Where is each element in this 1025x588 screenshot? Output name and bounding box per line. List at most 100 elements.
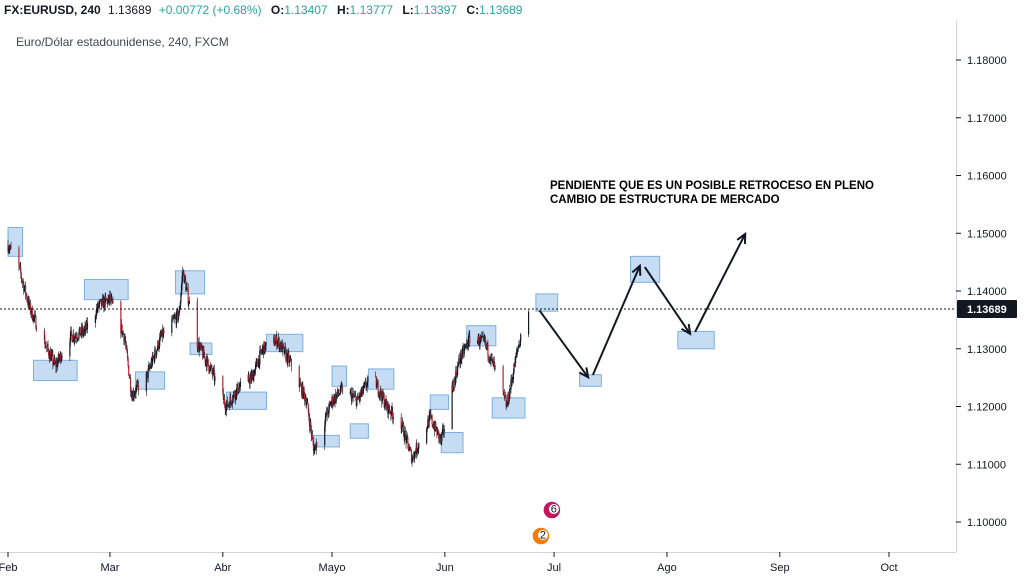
candle-body xyxy=(94,315,96,323)
symbol-label[interactable]: FX:EURUSD, 240 xyxy=(4,3,101,17)
highlight-zone[interactable] xyxy=(7,226,24,257)
highlight-zone[interactable] xyxy=(313,434,340,448)
candle-body xyxy=(339,385,342,394)
candle-body xyxy=(196,301,198,348)
candle-body xyxy=(331,396,333,403)
candle-body xyxy=(481,336,483,338)
candle-body xyxy=(257,358,260,367)
candle-body xyxy=(107,298,109,305)
highlight-zone[interactable] xyxy=(349,423,369,439)
candle-body xyxy=(136,385,138,388)
candle-body xyxy=(24,285,26,289)
candle-body xyxy=(252,372,254,381)
candle-body xyxy=(127,358,129,366)
highlight-zone[interactable] xyxy=(429,394,449,410)
candle-body xyxy=(45,346,47,348)
candle-body xyxy=(207,357,209,360)
candle-body xyxy=(431,416,433,425)
highlight-zone[interactable] xyxy=(331,365,348,387)
candle-body xyxy=(131,395,133,397)
candle-body xyxy=(251,374,253,381)
highlight-zone[interactable] xyxy=(83,278,129,301)
highlight-zone[interactable] xyxy=(579,374,602,387)
candle-body xyxy=(328,403,331,405)
candle-body xyxy=(154,349,157,355)
candle-body xyxy=(173,318,175,320)
candle-body xyxy=(262,345,264,350)
candle-body xyxy=(125,345,127,346)
candle-body xyxy=(356,399,358,406)
candle-body xyxy=(381,390,383,402)
candle-body xyxy=(310,421,312,429)
candle-body xyxy=(458,358,460,364)
candle-body xyxy=(24,285,27,295)
candle-body xyxy=(197,347,199,350)
candle-body xyxy=(259,349,262,351)
candle-body xyxy=(45,347,47,348)
candle-body xyxy=(302,387,305,398)
candle-body xyxy=(350,391,352,393)
candle-body xyxy=(358,397,360,400)
candle-body xyxy=(415,443,417,455)
candle-body xyxy=(282,343,284,346)
candle-body xyxy=(477,336,479,341)
highlight-zone[interactable] xyxy=(32,359,78,382)
event-markers: 62 xyxy=(531,500,562,546)
high-key: H: xyxy=(336,3,350,17)
candle-body xyxy=(31,307,33,314)
candle-body xyxy=(504,395,506,397)
candle-body xyxy=(134,393,136,396)
candle-body xyxy=(8,249,10,251)
time-axis[interactable]: Feb Mar Abr Mayo Jun Jul Ago Sep Oct xyxy=(0,552,898,574)
highlight-zone[interactable] xyxy=(174,270,206,295)
highlight-zone[interactable] xyxy=(677,330,715,350)
candle-body xyxy=(417,448,419,451)
candle-body xyxy=(54,358,56,364)
candle-body xyxy=(454,379,456,384)
candle-body xyxy=(257,364,259,367)
candle-body xyxy=(183,271,185,283)
candle-body xyxy=(290,359,292,361)
candle-body xyxy=(410,449,412,451)
candle-body xyxy=(227,404,229,407)
candle-body xyxy=(282,345,285,347)
highlight-zone[interactable] xyxy=(225,391,267,410)
candle-body xyxy=(277,340,279,344)
candle-body xyxy=(153,356,155,361)
candle-body xyxy=(283,346,285,354)
candle-body xyxy=(485,343,487,345)
candle-body xyxy=(95,315,97,317)
candle-body xyxy=(453,379,456,380)
candle-body xyxy=(182,271,184,272)
last-price: 1.13689 xyxy=(108,3,152,17)
candle-body xyxy=(82,328,84,334)
candle-body xyxy=(452,384,454,391)
candle-body xyxy=(211,366,213,372)
candle-body xyxy=(20,267,22,274)
price-chart[interactable]: Euro/Dólar estadounidense, 240, FXCM 62 … xyxy=(0,20,1025,588)
candle-body xyxy=(123,334,125,342)
candle-body xyxy=(274,340,277,345)
highlight-zone[interactable] xyxy=(134,371,166,390)
candle-body xyxy=(186,287,188,288)
candle-body xyxy=(492,359,494,367)
candle-body xyxy=(519,341,521,347)
y-tick-label: 1.12000 xyxy=(967,402,1007,414)
candle-body xyxy=(249,377,251,385)
highlight-zone[interactable] xyxy=(535,293,559,312)
candle-body xyxy=(198,341,200,351)
candle-body xyxy=(514,357,516,368)
candle-body xyxy=(207,359,209,366)
candle-body xyxy=(514,363,516,368)
annotation-line-2: CAMBIO DE ESTRUCTURA DE MERCADO xyxy=(550,194,780,206)
high-value: 1.13777 xyxy=(349,3,394,17)
candle-body xyxy=(236,387,238,397)
candle-body xyxy=(145,373,147,392)
candle-body xyxy=(511,378,513,382)
candle-body xyxy=(350,391,353,402)
price-axis[interactable]: 1.10000 1.11000 1.12000 1.13000 1.14000 1.150… xyxy=(956,55,1007,529)
highlight-zone[interactable] xyxy=(367,368,395,390)
plot-area[interactable] xyxy=(0,20,956,552)
candle-body xyxy=(112,301,114,304)
candle-body xyxy=(279,343,282,349)
